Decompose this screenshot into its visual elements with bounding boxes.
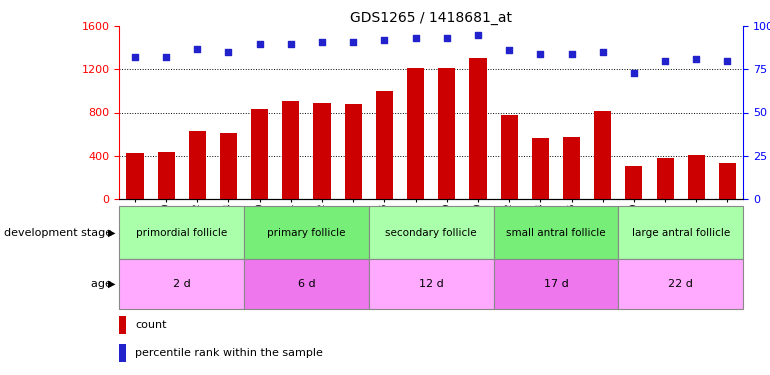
Bar — [438, 68, 455, 199]
Text: percentile rank within the sample: percentile rank within the sample — [135, 348, 323, 358]
Bar — [376, 91, 393, 199]
Point — [160, 54, 172, 60]
Bar — [494, 206, 618, 259]
Point — [659, 58, 671, 64]
Bar — [470, 57, 487, 199]
Bar — [657, 158, 674, 199]
Bar — [345, 104, 362, 199]
Text: primordial follicle: primordial follicle — [136, 228, 227, 237]
Bar — [126, 153, 143, 199]
Bar — [688, 154, 705, 199]
Text: 22 d: 22 d — [668, 279, 693, 289]
Bar — [500, 115, 517, 199]
Text: 2 d: 2 d — [172, 279, 191, 289]
Bar — [313, 103, 330, 199]
Text: small antral follicle: small antral follicle — [506, 228, 606, 237]
Text: 6 d: 6 d — [298, 279, 315, 289]
Point — [191, 46, 203, 52]
Point — [565, 51, 578, 57]
Bar — [189, 131, 206, 199]
Point — [347, 39, 360, 45]
Point — [628, 70, 640, 76]
Bar — [369, 206, 494, 259]
Point — [316, 39, 328, 45]
Bar — [618, 259, 743, 309]
Bar — [251, 109, 268, 199]
Point — [253, 40, 266, 46]
Point — [223, 49, 235, 55]
Text: 17 d: 17 d — [544, 279, 568, 289]
Point — [721, 58, 734, 64]
Point — [503, 47, 515, 53]
Bar — [563, 137, 580, 199]
Bar — [119, 316, 126, 334]
Bar — [244, 259, 369, 309]
Point — [129, 54, 141, 60]
Point — [440, 35, 453, 41]
Bar — [220, 133, 237, 199]
Bar — [719, 163, 736, 199]
Bar — [158, 152, 175, 199]
Text: development stage: development stage — [4, 228, 115, 237]
Point — [690, 56, 702, 62]
Bar — [369, 259, 494, 309]
Bar — [119, 259, 244, 309]
Bar — [618, 206, 743, 259]
Point — [378, 37, 390, 43]
Bar — [532, 138, 549, 199]
Text: count: count — [135, 320, 166, 330]
Text: primary follicle: primary follicle — [267, 228, 346, 237]
Point — [597, 49, 609, 55]
Bar — [494, 259, 618, 309]
Bar — [244, 206, 369, 259]
Text: secondary follicle: secondary follicle — [386, 228, 477, 237]
Text: ▶: ▶ — [108, 279, 116, 289]
Point — [285, 40, 297, 46]
Text: ▶: ▶ — [108, 228, 116, 237]
Title: GDS1265 / 1418681_at: GDS1265 / 1418681_at — [350, 11, 512, 25]
Bar — [407, 68, 424, 199]
Bar — [119, 206, 244, 259]
Bar — [119, 344, 126, 362]
Point — [534, 51, 547, 57]
Point — [472, 32, 484, 38]
Text: 12 d: 12 d — [419, 279, 444, 289]
Text: age: age — [91, 279, 116, 289]
Bar — [625, 166, 642, 199]
Bar — [594, 111, 611, 199]
Text: large antral follicle: large antral follicle — [631, 228, 730, 237]
Point — [410, 35, 422, 41]
Bar — [283, 100, 300, 199]
